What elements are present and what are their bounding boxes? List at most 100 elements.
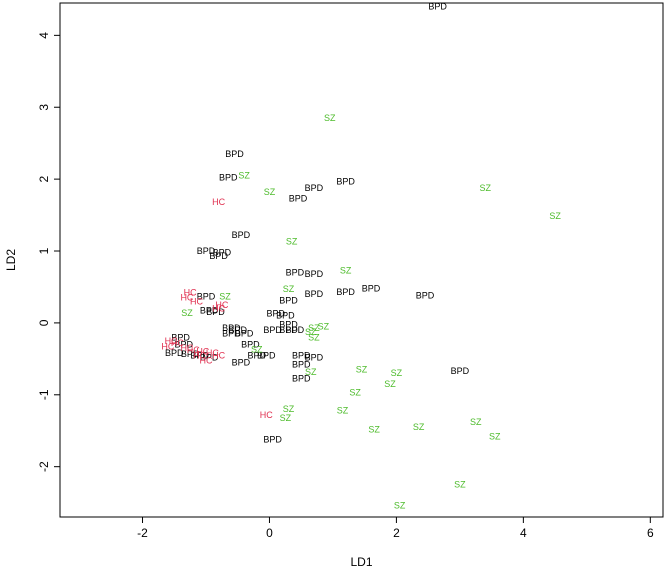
point-sz: SZ [480,183,492,193]
point-bpd: BPD [336,176,355,186]
point-hc: HC [180,293,193,303]
point-bpd: BPD [263,325,282,335]
point-sz: SZ [394,500,406,510]
x-axis-title: LD1 [350,555,372,569]
point-bpd: BPD [279,319,298,329]
y-tick-label: -2 [37,461,51,472]
point-sz: SZ [280,413,292,423]
point-bpd: BPD [206,307,225,317]
point-sz: SZ [384,379,396,389]
point-sz: SZ [308,332,320,342]
point-sz: SZ [489,431,501,441]
point-bpd: BPD [257,350,276,360]
point-bpd: BPD [225,149,244,159]
point-bpd: BPD [292,373,311,383]
y-tick-label: 4 [37,32,51,39]
point-bpd: BPD [305,183,324,193]
point-sz: SZ [324,113,336,123]
x-axis: -2 0 2 4 6 [137,517,654,540]
x-tick-label: 6 [647,526,654,540]
point-hc: HC [212,197,225,207]
x-tick-label: -2 [137,526,148,540]
point-sz: SZ [391,368,403,378]
point-sz: SZ [219,291,231,301]
point-bpd: BPD [362,283,381,293]
point-sz: SZ [286,237,298,247]
point-sz: SZ [454,480,466,490]
point-bpd: BPD [292,350,311,360]
point-bpd: BPD [241,339,260,349]
point-bpd: BPD [286,325,305,335]
point-hc: HC [171,338,184,348]
point-sz: SZ [413,422,425,432]
point-hc: HC [190,296,203,306]
point-bpd: BPD [197,246,216,256]
point-sz: SZ [470,417,482,427]
point-bpd: BPD [263,434,282,444]
point-bpd: BPD [267,309,286,319]
point-bpd: BPD [279,296,298,306]
y-tick-label: -1 [37,389,51,400]
point-bpd: BPD [209,251,228,261]
point-bpd: BPD [197,291,216,301]
point-bpd: BPD [213,247,232,257]
point-hc: HC [212,350,225,360]
point-sz: SZ [305,327,317,337]
y-axis: -2 -1 0 1 2 3 4 [37,32,60,472]
point-sz: SZ [264,187,276,197]
point-bpd: BPD [336,287,355,297]
point-bpd: BPD [428,2,447,12]
point-bpd: BPD [248,350,267,360]
point-bpd: BPD [305,352,324,362]
point-hc: HC [165,336,178,346]
point-sz: SZ [181,308,193,318]
y-axis-title: LD2 [4,249,18,271]
point-hc: HC [161,342,174,352]
plot-frame [59,2,664,518]
point-bpd: BPD [292,360,311,370]
point-sz: SZ [251,345,263,355]
point-bpd: BPD [219,173,238,183]
point-bpd: BPD [451,366,470,376]
point-hc: HC [193,350,206,360]
point-bpd: BPD [232,357,251,367]
x-tick-label: 2 [393,526,400,540]
point-bpd: BPD [181,349,200,359]
point-sz: SZ [318,321,330,331]
point-bpd: BPD [175,339,194,349]
point-hc: HC [215,300,228,310]
point-bpd: BPD [200,352,219,362]
point-sz: SZ [356,365,368,375]
point-bpd: BPD [289,194,308,204]
point-bpd: BPD [165,348,184,358]
point-sz: SZ [337,406,349,416]
point-bpd: BPD [171,332,190,342]
point-bpd: BPD [276,311,295,321]
y-tick-label: 3 [37,104,51,111]
point-sz: SZ [308,323,320,333]
point-sz: SZ [283,284,295,294]
point-bpd: BPD [305,269,324,279]
point-sz: SZ [305,367,317,377]
point-bpd: BPD [232,230,251,240]
point-hc: HC [196,347,209,357]
point-bpd: BPD [279,325,298,335]
point-hc: HC [206,348,219,358]
point-sz: SZ [368,424,380,434]
point-bpd: BPD [222,323,241,333]
point-bpd: BPD [416,291,435,301]
point-sz: SZ [349,388,361,398]
point-sz: SZ [238,171,250,181]
y-tick-label: 2 [37,175,51,182]
point-sz: SZ [340,265,352,275]
point-bpd: BPD [228,325,247,335]
point-hc: HC [199,355,212,365]
y-tick-label: 0 [37,319,51,326]
point-hc: HC [260,410,273,420]
point-bpd: BPD [286,268,305,278]
point-bpd: BPD [235,329,254,339]
point-sz: SZ [283,404,295,414]
point-sz: SZ [549,211,561,221]
